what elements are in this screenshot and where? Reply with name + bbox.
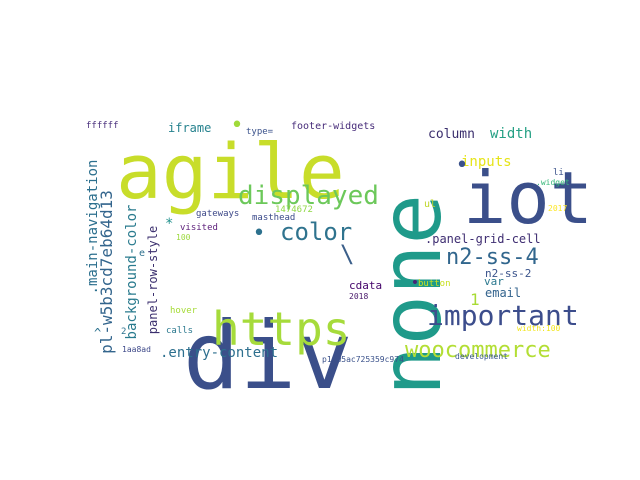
word-53: • [411, 275, 419, 291]
word-33: hover [170, 306, 198, 316]
word-29: visited [180, 223, 218, 233]
word-6: important [427, 299, 579, 332]
word-40: 2017 [548, 204, 567, 213]
word-23: cdata [349, 279, 382, 292]
word-26: ffffff [86, 121, 119, 131]
word-52: • [455, 153, 468, 178]
word-4: https [212, 302, 350, 356]
word-27: gateways [196, 209, 239, 219]
word-9: color [280, 218, 352, 246]
word-5: woocommerce [405, 338, 551, 363]
word-32: button [418, 279, 451, 289]
word-15: .panel-grid-cell [425, 232, 541, 246]
word-36: p1-w5ac725359c974 [322, 355, 404, 364]
word-46: ^ [94, 326, 101, 340]
word-45: \ [340, 240, 354, 268]
word-44: 1 [470, 290, 480, 309]
word-22: var [484, 275, 504, 288]
word-28: masthead [252, 213, 295, 223]
word-20: iframe [168, 121, 211, 135]
word-47: * [165, 216, 173, 232]
word-16: inputs [461, 154, 512, 170]
word-12: background-color [124, 205, 140, 340]
word-17: width [490, 126, 532, 142]
word-35: 1aa8ad [122, 345, 151, 354]
word-18: column [428, 127, 475, 142]
word-10: pl-w5b3cd7eb64d13 [97, 190, 116, 354]
word-34: calls [166, 326, 193, 336]
word-14: panel-row-style [146, 226, 160, 334]
word-31: 2018 [349, 292, 368, 301]
word-0: div [183, 302, 353, 411]
word-38: width:100 [517, 324, 561, 333]
word-8: n2-ss-4 [446, 245, 539, 270]
word-7: displayed [238, 181, 379, 211]
word-1: agile [116, 127, 345, 216]
word-30: 1474672 [275, 205, 313, 215]
word-25: type= [246, 127, 274, 137]
word-49: 2 [121, 327, 126, 337]
word-24: footer-widgets [291, 121, 375, 132]
word-39: .widget [536, 178, 570, 187]
word-51: • [252, 221, 265, 246]
word-37: development [455, 352, 508, 361]
word-11: .main-navigation [85, 160, 101, 295]
word-13: .entry-content [160, 345, 278, 361]
word-21: email [485, 286, 521, 300]
word-41: ul [424, 199, 436, 210]
word-42: li [553, 168, 564, 178]
word-19: n2-ss-2 [485, 267, 531, 280]
word-3: iot [463, 156, 593, 240]
word-2: none [362, 194, 460, 396]
word-43: 100 [176, 233, 191, 242]
word-48: e [139, 248, 145, 259]
word-50: • [230, 113, 243, 138]
